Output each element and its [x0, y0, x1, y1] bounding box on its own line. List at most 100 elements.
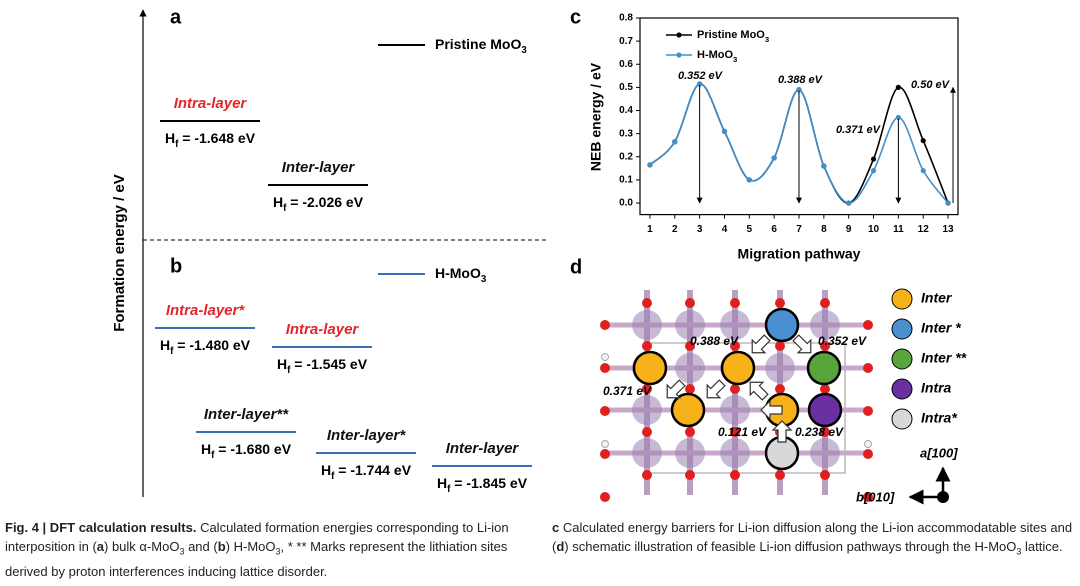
o-atom: [685, 427, 695, 437]
data-point: [821, 163, 827, 169]
x-tick-label: 8: [821, 224, 827, 235]
level-energy-sub: f: [447, 484, 451, 495]
caption-text: b: [217, 539, 226, 554]
level-energy-part: = -1.744 eV: [334, 462, 411, 478]
legend-label: Pristine MoO3: [697, 29, 769, 44]
data-point: [647, 162, 653, 168]
level-energy-part: H: [201, 441, 211, 457]
legend-label: Intra: [921, 380, 952, 396]
o-atom: [642, 384, 652, 394]
o-atom: [600, 320, 610, 330]
diffusion-arrow: [760, 399, 783, 421]
o-atom: [600, 406, 610, 416]
legend-marker: [676, 32, 682, 38]
mo-atom: [765, 353, 795, 383]
o-atom: [863, 449, 873, 459]
x-tick-label: 11: [893, 224, 904, 235]
barrier-label: 0.121 eV: [718, 425, 767, 439]
y-tick-label: 0.2: [619, 151, 633, 162]
data-point: [945, 200, 951, 206]
legend-label: Inter **: [921, 350, 967, 366]
caption-text: and (: [184, 539, 218, 554]
data-point: [895, 84, 901, 90]
data-point: [697, 81, 703, 87]
h-atom: [601, 353, 609, 361]
level-name: Intra-layer: [286, 321, 360, 338]
diffusion-arrow: [792, 334, 812, 354]
caption-text: Calculated formation energies correspond…: [5, 520, 509, 554]
mo-atom: [632, 395, 662, 425]
data-point: [920, 168, 926, 174]
level-energy-part: = -1.545 eV: [290, 356, 367, 372]
x-tick-label: 12: [918, 224, 930, 235]
caption-text: lattice.: [1021, 539, 1063, 554]
level-name: Intra-layer*: [166, 302, 246, 319]
h-atom: [601, 440, 609, 448]
level-energy: Hf = -1.680 eV: [201, 441, 292, 461]
level-energy-sub: f: [287, 365, 291, 376]
y-tick-label: 0.0: [619, 198, 633, 209]
x-tick-label: 4: [722, 224, 728, 235]
legend-label-part: H-MoO: [697, 49, 733, 61]
level-energy: Hf = -1.845 eV: [437, 475, 528, 495]
caption-text: ) schematic illustration of feasible Li-…: [564, 539, 1017, 554]
x-tick-label: 13: [943, 224, 955, 235]
legend-label: H-MoO3: [435, 265, 487, 285]
level-name: Inter-layer**: [204, 406, 289, 423]
y-tick-label: 0.6: [619, 59, 633, 70]
x-tick-label: 6: [771, 224, 777, 235]
h-atom: [864, 440, 872, 448]
data-point: [846, 200, 852, 206]
data-point: [920, 137, 926, 144]
panel-label: c: [570, 6, 581, 28]
barrier-label: 0.388 eV: [690, 334, 739, 348]
o-atom: [685, 341, 695, 351]
caption-text: 3: [275, 546, 281, 557]
diffusion-arrow: [749, 381, 769, 401]
axis-origin: [937, 491, 949, 503]
x-tick-label: 10: [868, 224, 880, 235]
level-name: Inter-layer: [446, 440, 520, 457]
legend-marker: [891, 378, 913, 400]
annotation: 0.50 eV: [911, 79, 951, 91]
x-tick-label: 3: [697, 224, 703, 235]
caption-left: Fig. 4 | DFT calculation results. Calcul…: [5, 518, 540, 581]
o-atom: [642, 341, 652, 351]
annotation: 0.371 eV: [836, 124, 882, 136]
level-energy-part: = -1.480 eV: [173, 337, 250, 353]
caption-text: a: [96, 539, 105, 554]
level-energy: Hf = -1.648 eV: [165, 130, 256, 150]
x-tick-label: 9: [846, 224, 852, 235]
data-point: [771, 155, 777, 161]
o-atom: [642, 298, 652, 308]
level-energy-sub: f: [170, 346, 174, 357]
diffusion-arrow: [771, 420, 793, 443]
panel-label: a: [170, 6, 182, 28]
o-atom: [775, 298, 785, 308]
o-atom: [600, 449, 610, 459]
o-atom: [600, 492, 610, 502]
o-atom: [775, 384, 785, 394]
o-atom: [863, 363, 873, 373]
level-energy-part: = -1.680 eV: [214, 441, 291, 457]
o-atom: [863, 406, 873, 416]
mo-atom: [632, 438, 662, 468]
o-atom: [730, 298, 740, 308]
mo-atom: [632, 310, 662, 340]
caption-text: ) bulk α-MoO: [104, 539, 180, 554]
caption-text: , * ** Marks represent the lithiation si…: [5, 539, 508, 579]
o-atom: [775, 341, 785, 351]
level-energy-sub: f: [175, 139, 179, 150]
legend-label-part: Pristine MoO: [697, 29, 765, 41]
axis-label: Formation energy / eV: [111, 174, 128, 332]
o-atom: [685, 384, 695, 394]
annotation: 0.388 eV: [778, 74, 824, 86]
mo-atom: [675, 310, 705, 340]
legend-label: Inter *: [921, 320, 961, 336]
x-tick-label: 1: [647, 224, 653, 235]
mo-atom: [810, 438, 840, 468]
legend-label-sub: 3: [481, 274, 487, 285]
legend-label-part: H-MoO: [435, 265, 481, 281]
